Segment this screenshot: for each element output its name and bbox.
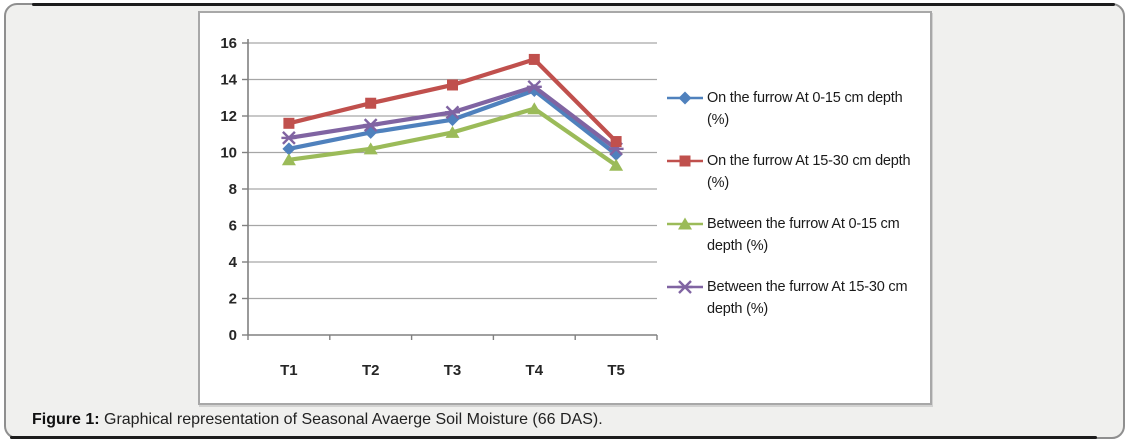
- x-marker-icon: [667, 280, 703, 294]
- svg-text:2: 2: [229, 291, 237, 308]
- svg-text:10: 10: [220, 145, 237, 162]
- legend-item-between-15-30: Between the furrow At 15-30 cm depth (%): [666, 276, 920, 320]
- legend-item-furrow-0-15: On the furrow At 0-15 cm depth (%): [666, 87, 920, 131]
- legend-item-furrow-15-30: On the furrow At 15-30 cm depth (%): [666, 150, 920, 194]
- square-marker-icon: [667, 155, 703, 167]
- legend-item-between-0-15: Between the furrow At 0-15 cm depth (%): [666, 213, 920, 257]
- chart-legend: On the furrow At 0-15 cm depth (%) On th…: [666, 87, 920, 320]
- triangle-marker-icon: [667, 217, 703, 230]
- svg-text:T2: T2: [362, 362, 380, 379]
- figure-caption: Figure 1: Graphical representation of Se…: [32, 411, 603, 429]
- legend-label: Between the furrow At 0-15 cm depth (%): [707, 216, 900, 254]
- svg-text:16: 16: [220, 35, 237, 52]
- svg-text:T3: T3: [444, 362, 462, 379]
- svg-text:4: 4: [229, 254, 238, 271]
- legend-label: On the furrow At 15-30 cm depth (%): [707, 153, 911, 191]
- figure-panel: 0 2 4 6 8 10 12 14 16 T1 T2 T3 T4 T5 On the furrow At…: [4, 3, 1125, 439]
- svg-text:T1: T1: [280, 362, 298, 379]
- svg-text:0: 0: [229, 327, 237, 344]
- chart-area: 0 2 4 6 8 10 12 14 16 T1 T2 T3 T4 T5 On the furrow At…: [198, 11, 932, 405]
- svg-text:8: 8: [229, 181, 237, 198]
- legend-label: Between the furrow At 15-30 cm depth (%): [707, 279, 908, 317]
- diamond-marker-icon: [667, 91, 703, 105]
- caption-text: Graphical representation of Seasonal Ava…: [99, 411, 603, 428]
- line-chart-plot: 0 2 4 6 8 10 12 14 16 T1 T2 T3 T4 T5: [220, 35, 658, 379]
- top-rule-divider: [32, 3, 1115, 6]
- svg-text:T4: T4: [526, 362, 544, 379]
- svg-text:6: 6: [229, 218, 237, 235]
- svg-text:T5: T5: [607, 362, 625, 379]
- caption-label: Figure 1:: [32, 411, 100, 428]
- svg-text:14: 14: [220, 72, 237, 89]
- svg-text:12: 12: [220, 108, 237, 125]
- legend-label: On the furrow At 0-15 cm depth (%): [707, 90, 903, 128]
- bottom-rule-divider: [10, 436, 1097, 439]
